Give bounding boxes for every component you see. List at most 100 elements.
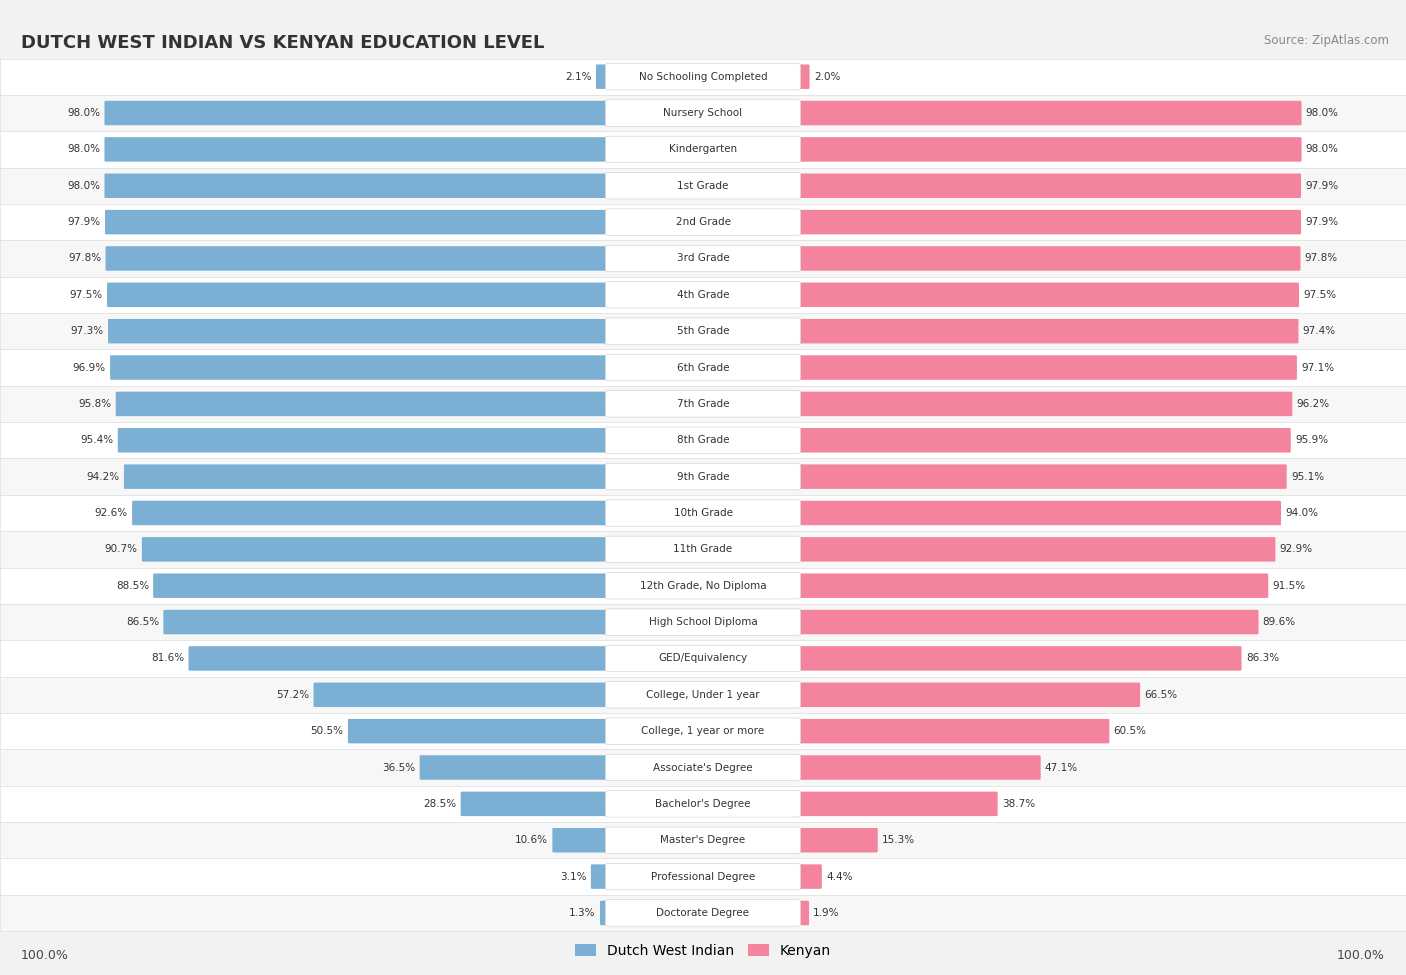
Text: 38.7%: 38.7% <box>1002 799 1035 809</box>
Text: 100.0%: 100.0% <box>21 949 69 961</box>
FancyBboxPatch shape <box>110 355 610 380</box>
FancyBboxPatch shape <box>796 756 1040 780</box>
FancyBboxPatch shape <box>104 100 610 125</box>
Text: 66.5%: 66.5% <box>1144 689 1177 700</box>
Text: 97.9%: 97.9% <box>1305 217 1339 227</box>
FancyBboxPatch shape <box>419 756 610 780</box>
FancyBboxPatch shape <box>796 901 808 925</box>
Text: 57.2%: 57.2% <box>276 689 309 700</box>
Text: Doctorate Degree: Doctorate Degree <box>657 908 749 917</box>
FancyBboxPatch shape <box>606 755 801 781</box>
Text: 2.0%: 2.0% <box>814 72 841 82</box>
Text: 3.1%: 3.1% <box>560 872 586 881</box>
FancyBboxPatch shape <box>606 63 801 90</box>
FancyBboxPatch shape <box>796 646 1241 671</box>
Text: College, Under 1 year: College, Under 1 year <box>647 689 759 700</box>
Text: Bachelor's Degree: Bachelor's Degree <box>655 799 751 809</box>
Bar <box>0 786 1406 822</box>
Bar <box>0 641 1406 677</box>
Bar <box>0 494 1406 531</box>
Bar <box>0 713 1406 750</box>
Text: 95.8%: 95.8% <box>79 399 111 409</box>
Text: 95.4%: 95.4% <box>80 435 114 446</box>
Text: 97.9%: 97.9% <box>67 217 101 227</box>
Bar <box>0 204 1406 240</box>
Bar <box>0 95 1406 132</box>
Text: Master's Degree: Master's Degree <box>661 836 745 845</box>
Bar <box>0 58 1406 95</box>
Text: 10th Grade: 10th Grade <box>673 508 733 518</box>
Text: 6th Grade: 6th Grade <box>676 363 730 372</box>
FancyBboxPatch shape <box>124 464 610 488</box>
Text: Source: ZipAtlas.com: Source: ZipAtlas.com <box>1264 34 1389 47</box>
Text: 81.6%: 81.6% <box>152 653 184 663</box>
FancyBboxPatch shape <box>596 64 610 89</box>
Text: 92.9%: 92.9% <box>1279 544 1313 555</box>
FancyBboxPatch shape <box>606 791 801 817</box>
FancyBboxPatch shape <box>796 100 1302 125</box>
FancyBboxPatch shape <box>105 247 610 271</box>
FancyBboxPatch shape <box>314 682 610 707</box>
Text: 94.2%: 94.2% <box>87 472 120 482</box>
Text: 95.1%: 95.1% <box>1291 472 1324 482</box>
FancyBboxPatch shape <box>347 719 610 743</box>
Text: Nursery School: Nursery School <box>664 108 742 118</box>
FancyBboxPatch shape <box>796 319 1299 343</box>
Text: DUTCH WEST INDIAN VS KENYAN EDUCATION LEVEL: DUTCH WEST INDIAN VS KENYAN EDUCATION LE… <box>21 34 544 52</box>
FancyBboxPatch shape <box>105 210 610 234</box>
FancyBboxPatch shape <box>118 428 610 452</box>
FancyBboxPatch shape <box>796 537 1275 562</box>
FancyBboxPatch shape <box>115 392 610 416</box>
FancyBboxPatch shape <box>606 427 801 453</box>
Text: High School Diploma: High School Diploma <box>648 617 758 627</box>
Text: 97.8%: 97.8% <box>67 254 101 263</box>
FancyBboxPatch shape <box>606 99 801 126</box>
FancyBboxPatch shape <box>188 646 610 671</box>
FancyBboxPatch shape <box>796 210 1301 234</box>
Text: Professional Degree: Professional Degree <box>651 872 755 881</box>
Text: GED/Equivalency: GED/Equivalency <box>658 653 748 663</box>
Text: 5th Grade: 5th Grade <box>676 327 730 336</box>
FancyBboxPatch shape <box>606 682 801 708</box>
FancyBboxPatch shape <box>796 174 1301 198</box>
FancyBboxPatch shape <box>606 718 801 744</box>
FancyBboxPatch shape <box>796 682 1140 707</box>
FancyBboxPatch shape <box>796 428 1291 452</box>
Text: 2.1%: 2.1% <box>565 72 592 82</box>
FancyBboxPatch shape <box>796 792 998 816</box>
Text: 47.1%: 47.1% <box>1045 762 1078 772</box>
FancyBboxPatch shape <box>606 173 801 199</box>
FancyBboxPatch shape <box>796 247 1301 271</box>
FancyBboxPatch shape <box>107 283 610 307</box>
Bar <box>0 822 1406 858</box>
FancyBboxPatch shape <box>606 900 801 926</box>
FancyBboxPatch shape <box>796 283 1299 307</box>
Bar <box>0 895 1406 931</box>
Text: Associate's Degree: Associate's Degree <box>654 762 752 772</box>
FancyBboxPatch shape <box>606 864 801 890</box>
FancyBboxPatch shape <box>606 246 801 272</box>
Bar <box>0 458 1406 495</box>
FancyBboxPatch shape <box>796 609 1258 635</box>
Text: 96.9%: 96.9% <box>73 363 105 372</box>
FancyBboxPatch shape <box>606 354 801 381</box>
Bar <box>0 313 1406 349</box>
Text: 3rd Grade: 3rd Grade <box>676 254 730 263</box>
FancyBboxPatch shape <box>606 572 801 599</box>
Bar <box>0 677 1406 713</box>
FancyBboxPatch shape <box>796 501 1281 526</box>
Text: 91.5%: 91.5% <box>1272 581 1306 591</box>
FancyBboxPatch shape <box>796 573 1268 598</box>
Bar <box>0 386 1406 422</box>
Text: 36.5%: 36.5% <box>382 762 415 772</box>
FancyBboxPatch shape <box>461 792 610 816</box>
Text: 97.8%: 97.8% <box>1305 254 1339 263</box>
FancyBboxPatch shape <box>553 828 610 852</box>
FancyBboxPatch shape <box>796 828 877 852</box>
Text: 97.5%: 97.5% <box>70 290 103 300</box>
FancyBboxPatch shape <box>796 464 1286 488</box>
FancyBboxPatch shape <box>606 463 801 489</box>
Bar <box>0 750 1406 786</box>
Bar <box>0 858 1406 895</box>
Text: 4th Grade: 4th Grade <box>676 290 730 300</box>
